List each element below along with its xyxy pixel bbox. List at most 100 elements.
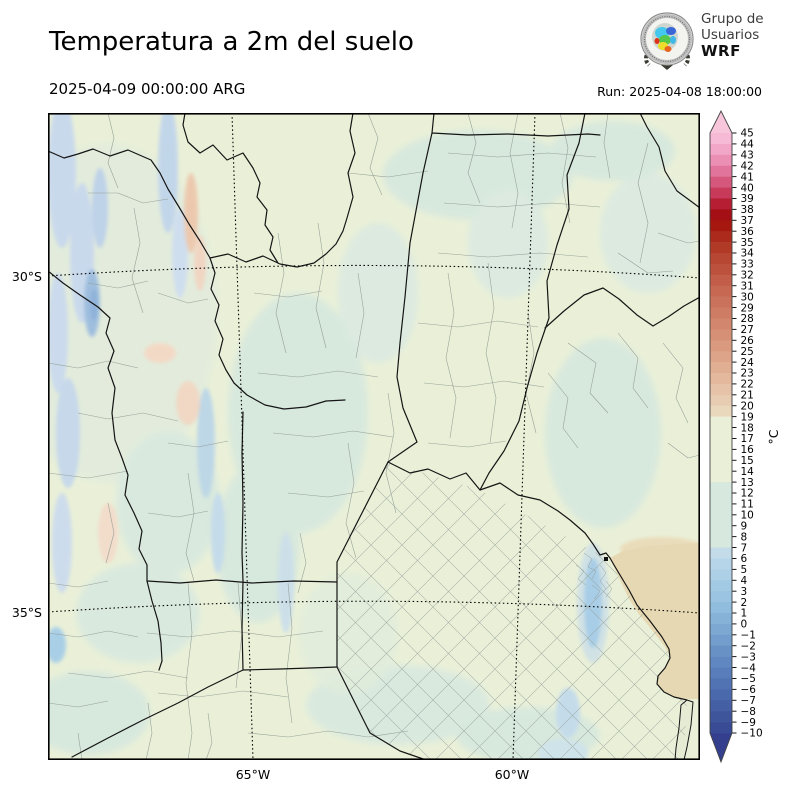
- colorbar-cell: [710, 416, 732, 428]
- lon-label-60w: 60°W: [494, 767, 530, 782]
- province-border: [48, 148, 211, 259]
- wrf-logo: [635, 7, 699, 71]
- colorbar-tick-label: 31: [741, 280, 754, 292]
- colorbar-tick-label: 1: [741, 608, 748, 620]
- colorbar-cell: [710, 536, 732, 548]
- colorbar-tick-label: 40: [741, 182, 754, 194]
- colorbar-tick-label: 37: [741, 215, 754, 227]
- colorbar-tick-label: 7: [741, 542, 748, 554]
- logo-line1: Grupo de: [701, 11, 764, 27]
- colorbar: 4544434241403938373635343332313029282726…: [709, 110, 781, 764]
- lat-label-30s: 30°S: [11, 269, 42, 284]
- colorbar-cell: [710, 274, 732, 287]
- colorbar-tick-label: 24: [741, 357, 755, 369]
- colorbar-cell: [710, 263, 732, 276]
- province-border: [71, 666, 338, 758]
- colorbar-under-arrow: [710, 733, 732, 762]
- colorbar-tick-label: 30: [741, 291, 754, 303]
- colorbar-cell: [710, 427, 732, 439]
- colorbar-cell: [710, 176, 732, 188]
- colorbar-tick-label: 39: [741, 193, 754, 205]
- colorbar-cell: [710, 558, 732, 570]
- colorbar-cell: [710, 253, 732, 265]
- colorbar-cell: [710, 460, 732, 472]
- colorbar-cell: [710, 329, 732, 341]
- colorbar-tick-label: −10: [741, 728, 763, 740]
- colorbar-tick-label: 34: [741, 248, 755, 260]
- province-border: [387, 461, 611, 559]
- colorbar-cell: [710, 482, 732, 494]
- province-border: [387, 113, 601, 463]
- colorbar-cell: [710, 209, 732, 221]
- province-borders-layer: [48, 113, 700, 760]
- colorbar-cell: [710, 493, 732, 505]
- department-borders-layer: [48, 113, 700, 760]
- colorbar-tick-label: 18: [741, 422, 754, 434]
- colorbar-tick-label: 25: [741, 346, 754, 358]
- colorbar-tick-label: 38: [741, 204, 754, 216]
- graticule-layer: [48, 113, 700, 760]
- colorbar-cell: [710, 340, 732, 352]
- map-frame: [48, 113, 700, 760]
- colorbar-unit-label: °C: [766, 429, 781, 444]
- province-border: [48, 270, 163, 671]
- colorbar-tick-label: 13: [741, 477, 754, 489]
- colorbar-cell: [710, 525, 732, 537]
- colorbar-cell: [710, 623, 732, 636]
- colorbar-tick-label: 43: [741, 150, 754, 162]
- colorbar-tick-label: 26: [741, 335, 755, 347]
- colorbar-tick-label: −2: [741, 640, 756, 652]
- colorbar-cell: [710, 449, 732, 461]
- colorbar-cell: [710, 198, 732, 210]
- colorbar-tick-label: 12: [741, 488, 754, 500]
- colorbar-tick-label: 19: [741, 411, 754, 423]
- lon-label-65w: 65°W: [235, 767, 271, 782]
- page-title: Temperatura a 2m del suelo: [49, 27, 414, 57]
- colorbar-tick-label: 35: [741, 237, 754, 249]
- province-border: [336, 461, 427, 760]
- colorbar-cell: [710, 656, 732, 668]
- province-border: [209, 113, 356, 268]
- wrf-logo-emblem-icon: [640, 12, 694, 70]
- colorbar-tick-label: −5: [741, 673, 756, 685]
- colorbar-cell: [710, 405, 732, 417]
- colorbar-tick-label: 42: [741, 160, 754, 172]
- colorbar-tick-label: 2: [741, 597, 748, 609]
- wrf-logo-text: Grupo de Usuarios WRF: [701, 11, 764, 60]
- colorbar-tick-label: 3: [741, 586, 748, 598]
- colorbar-cell: [710, 678, 732, 690]
- colorbar-cell: [710, 580, 732, 592]
- colorbar-outline: [709, 110, 733, 764]
- parana-river: [479, 113, 586, 491]
- colorbar-tick-label: −4: [741, 662, 757, 674]
- province-border: [241, 411, 244, 671]
- colorbar-cell: [710, 394, 732, 407]
- colorbar-cell: [710, 471, 732, 483]
- colorbar-cell: [710, 634, 732, 647]
- colorbar-tick-label: 22: [741, 379, 754, 391]
- colorbar-tick-label: 8: [741, 531, 748, 543]
- colorbar-cell: [710, 165, 732, 177]
- colorbar-over-arrow: [710, 111, 732, 133]
- colorbar-cell: [710, 722, 732, 734]
- coastline: [609, 557, 688, 701]
- colorbar-cell: [710, 711, 732, 723]
- colorbar-cell: [710, 242, 732, 254]
- colorbar-cell: [710, 187, 732, 199]
- colorbar-cell: [710, 383, 732, 396]
- colorbar-tick-label: 9: [741, 520, 748, 532]
- colorbar-cell: [710, 362, 732, 374]
- colorbar-cells: [710, 133, 732, 734]
- colorbar-cell: [710, 503, 732, 516]
- city-mark: [604, 557, 608, 561]
- colorbar-tick-label: 17: [741, 433, 754, 445]
- colorbar-cell: [710, 438, 732, 450]
- colorbar-cell: [710, 569, 732, 581]
- logo-ribbon-icon: [661, 65, 673, 70]
- colorbar-tick-label: 29: [741, 302, 754, 314]
- colorbar-tick-label: 32: [741, 270, 754, 282]
- coastal-spit: [675, 700, 693, 760]
- colorbar-tick-label: 10: [741, 510, 754, 522]
- colorbar-cell: [710, 143, 732, 156]
- radar-blob-icon: [652, 23, 678, 52]
